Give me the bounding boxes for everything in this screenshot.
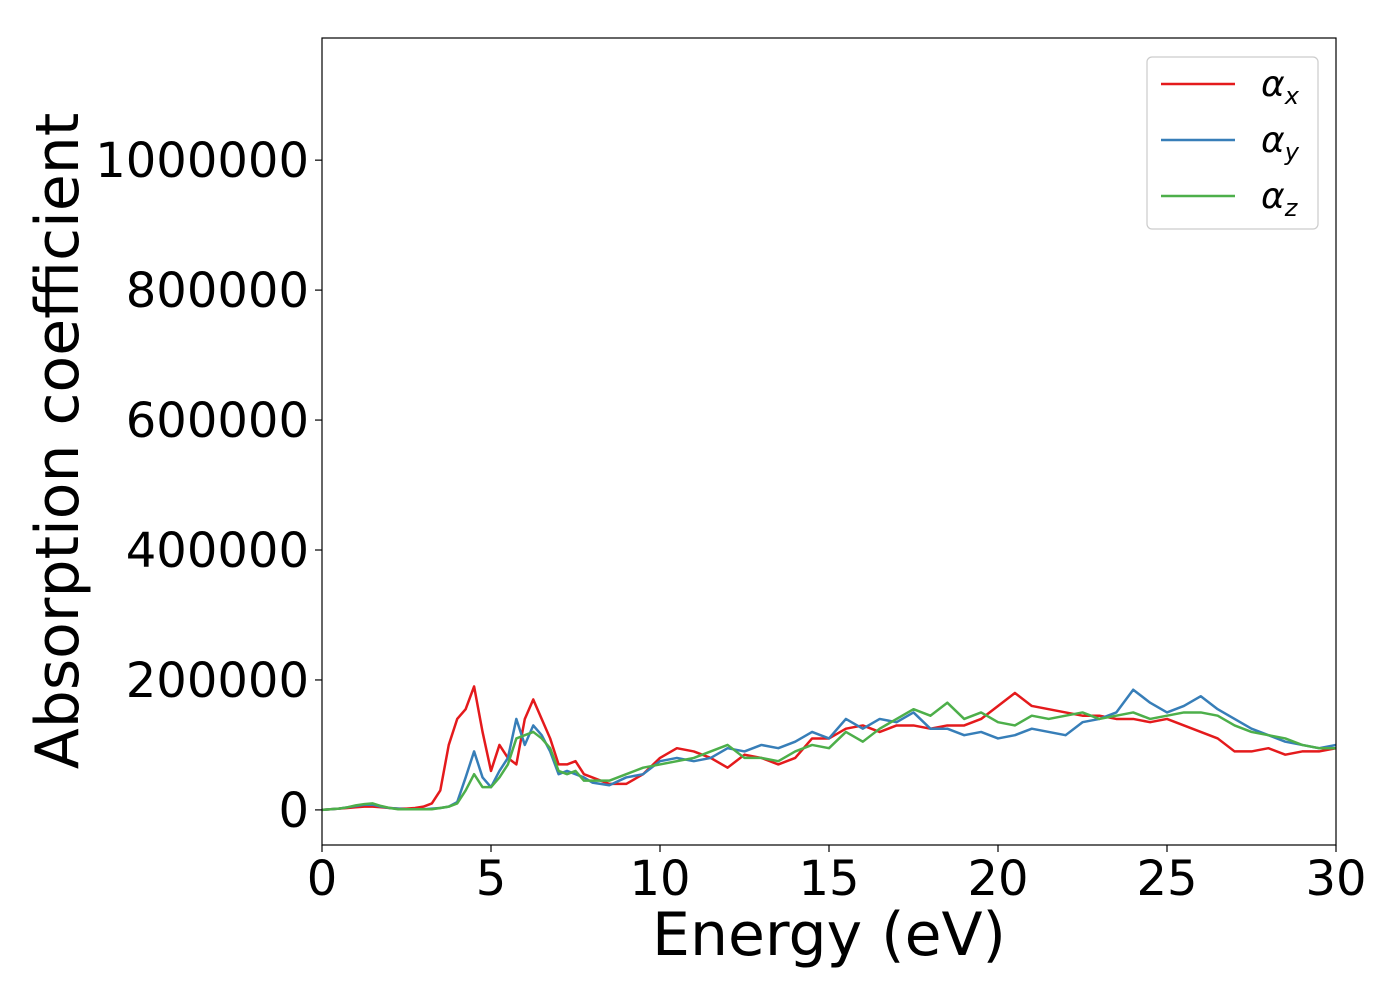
data-line [322, 701, 1336, 812]
y-tick-label: 0 [278, 783, 309, 839]
x-tick-label: 0 [307, 851, 338, 907]
x-axis-label: Energy (eV) [652, 900, 1006, 970]
x-tick-label: 5 [476, 851, 507, 907]
legend-label: αy [1261, 120, 1300, 166]
x-tick-label: 10 [629, 851, 690, 907]
y-tick-label: 200000 [126, 653, 309, 709]
y-tick-label: 400000 [126, 523, 309, 579]
x-tick-label: 30 [1305, 851, 1366, 907]
x-tick-label: 20 [967, 851, 1028, 907]
data-line [322, 685, 1336, 812]
y-tick-label: 1000000 [95, 133, 309, 189]
x-tick-label: 15 [798, 851, 859, 907]
data-line [322, 688, 1336, 812]
legend-box [1146, 56, 1319, 230]
x-tick-label: 25 [1136, 851, 1197, 907]
y-tick-label: 800000 [126, 263, 309, 319]
y-axis-label: Absorption coefficient [23, 113, 93, 770]
legend-label: αx [1261, 64, 1300, 110]
y-tick-label: 600000 [126, 393, 309, 449]
plot-area [322, 685, 1336, 812]
legend-label: αz [1261, 176, 1299, 222]
plot-frame [321, 37, 1337, 846]
